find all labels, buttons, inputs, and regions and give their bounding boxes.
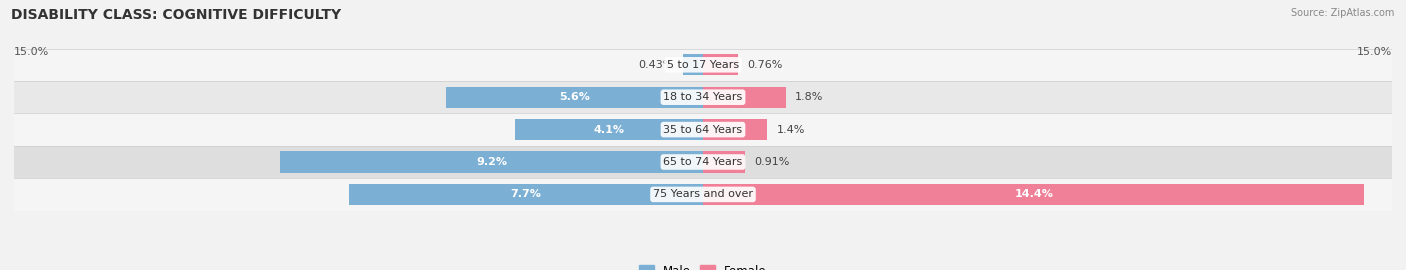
Text: 0.43%: 0.43% — [638, 60, 673, 70]
Bar — [14, 113, 1392, 146]
Bar — [515, 119, 703, 140]
Legend: Male, Female: Male, Female — [640, 265, 766, 270]
Text: 75 Years and over: 75 Years and over — [652, 189, 754, 200]
Bar — [683, 54, 703, 75]
Text: 0.91%: 0.91% — [754, 157, 789, 167]
Text: Source: ZipAtlas.com: Source: ZipAtlas.com — [1291, 8, 1395, 18]
Bar — [14, 146, 1392, 178]
Bar — [349, 184, 703, 205]
Text: 15.0%: 15.0% — [14, 47, 49, 57]
Bar — [703, 151, 745, 173]
Text: 7.7%: 7.7% — [510, 189, 541, 200]
Text: 18 to 34 Years: 18 to 34 Years — [664, 92, 742, 102]
Bar — [14, 49, 1392, 81]
Bar — [14, 81, 1392, 113]
Bar — [280, 151, 703, 173]
Bar — [14, 178, 1392, 211]
Text: 5.6%: 5.6% — [560, 92, 591, 102]
Text: 65 to 74 Years: 65 to 74 Years — [664, 157, 742, 167]
Bar — [703, 184, 1364, 205]
Text: 35 to 64 Years: 35 to 64 Years — [664, 124, 742, 135]
Text: 9.2%: 9.2% — [477, 157, 508, 167]
Bar — [703, 119, 768, 140]
Text: 1.4%: 1.4% — [776, 124, 804, 135]
Text: 5 to 17 Years: 5 to 17 Years — [666, 60, 740, 70]
Bar — [446, 87, 703, 108]
Text: 1.8%: 1.8% — [794, 92, 824, 102]
Bar — [703, 87, 786, 108]
Bar — [703, 54, 738, 75]
Text: 4.1%: 4.1% — [593, 124, 624, 135]
Text: 15.0%: 15.0% — [1357, 47, 1392, 57]
Text: DISABILITY CLASS: COGNITIVE DIFFICULTY: DISABILITY CLASS: COGNITIVE DIFFICULTY — [11, 8, 342, 22]
Text: 0.76%: 0.76% — [747, 60, 783, 70]
Text: 14.4%: 14.4% — [1014, 189, 1053, 200]
